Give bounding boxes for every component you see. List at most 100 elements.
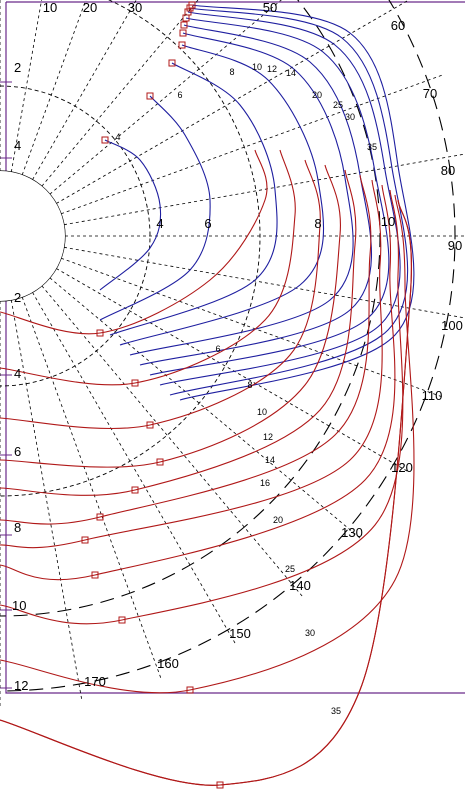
circular-grid-arc [0,0,261,497]
radial-grid-line [63,154,463,226]
radial-label: 10 [381,214,395,229]
series-curve-lower [0,189,404,625]
radial-grid-line [10,0,43,173]
lower-contour-label: 14 [265,455,275,465]
angle-label: 100 [441,318,463,333]
upper-contour-label: 4 [115,132,120,142]
radial-grid-line [60,257,442,398]
data-marker [91,571,99,579]
y-tick-label: 2 [14,290,21,305]
lower-contour-label: 6 [215,344,220,354]
upper-contour-label: 20 [312,90,322,100]
polar-grid [0,0,465,706]
circular-grid-arc [0,0,456,692]
series-curve-upper [169,7,409,396]
data-marker [131,486,139,494]
angle-label: 140 [289,578,311,593]
radial-label: 8 [314,216,321,231]
marker-layer [81,1,224,789]
radial-grid-line [49,0,282,195]
lower-contour-label: 8 [247,380,252,390]
lower-contour-label: 30 [305,628,315,638]
angle-label: 130 [341,525,363,540]
radial-grid-line [63,246,463,318]
lower-contour-label: 25 [285,564,295,574]
label-layer: 2 4 2 4 6 8 10 12 4 6 8 10 10 20 30 50 60 70 80 90 100 110 120… [12,0,463,716]
upper-contour-label: 25 [333,100,343,110]
lower-contour-label: 10 [257,407,267,417]
lower-contour-label: 16 [260,478,270,488]
series-curve-upper [179,4,415,401]
angle-label: 30 [128,0,142,15]
data-marker [188,1,196,9]
upper-contour-label: 14 [286,68,296,78]
radial-grid-line [32,292,236,644]
data-marker [180,21,188,29]
data-marker [216,781,224,789]
series-curve-upper [99,95,211,321]
angle-label: 170 [84,674,106,689]
y-tick-label: 4 [14,366,21,381]
radial-grid-line [21,0,87,176]
radial-grid-line [41,0,199,187]
radial-grid-line [32,0,137,180]
data-marker [186,686,194,694]
angle-label: 90 [448,238,462,253]
plot-frame [0,1,465,694]
series-curve-lower [0,169,357,496]
series-curve-lower [0,194,415,694]
upper-contour-label: 35 [367,142,377,152]
data-marker [179,29,187,37]
series-curve-lower [0,184,396,581]
upper-contour-label: 6 [177,90,182,100]
lower-contour-label: 20 [273,515,283,525]
radial-grid-line [60,74,442,215]
y-tick-label: 4 [14,138,21,153]
radial-grid-line [56,268,408,472]
y-tick-label: 12 [14,678,28,693]
angle-label: 60 [391,18,405,33]
data-marker [184,8,192,16]
upper-contour-label: 12 [267,64,277,74]
angle-label: 10 [43,0,57,15]
angle-label: 80 [441,163,455,178]
data-marker [96,513,104,521]
series-curve-lower [0,199,412,786]
y-tick-label: 2 [14,60,21,75]
upper-contour-label: 10 [252,62,262,72]
inner-hole [0,171,65,301]
data-marker [146,421,154,429]
data-marker [96,329,104,337]
angle-label: 20 [83,0,97,15]
radial-grid-line [21,296,162,678]
angle-label: 50 [263,0,277,15]
radial-label: 6 [204,216,211,231]
data-marker [156,458,164,466]
radial-grid-line [41,285,303,597]
curve-layer [0,4,415,786]
series-curve-lower [0,149,296,386]
data-marker [118,616,126,624]
angle-label: 70 [423,86,437,101]
radial-label: 4 [156,216,163,231]
angle-label: 160 [157,656,179,671]
circular-grid-arc [0,0,381,617]
series-curve-lower [0,174,372,525]
data-marker [146,92,154,100]
y-tick-label: 8 [14,520,21,535]
data-marker [131,379,139,387]
radial-grid-line [56,0,408,204]
series-curve-lower [0,179,383,549]
y-tick-label: 6 [14,444,21,459]
lower-contour-label: 35 [331,706,341,716]
series-curve-upper [99,139,162,291]
data-marker [178,41,186,49]
upper-contour-label: 30 [345,112,355,122]
data-marker [81,536,89,544]
angle-label: 150 [229,626,251,641]
series-curve-upper [139,24,373,366]
y-tick-label: 10 [12,598,26,613]
angle-label: 120 [391,460,413,475]
lower-contour-label: 12 [263,432,273,442]
